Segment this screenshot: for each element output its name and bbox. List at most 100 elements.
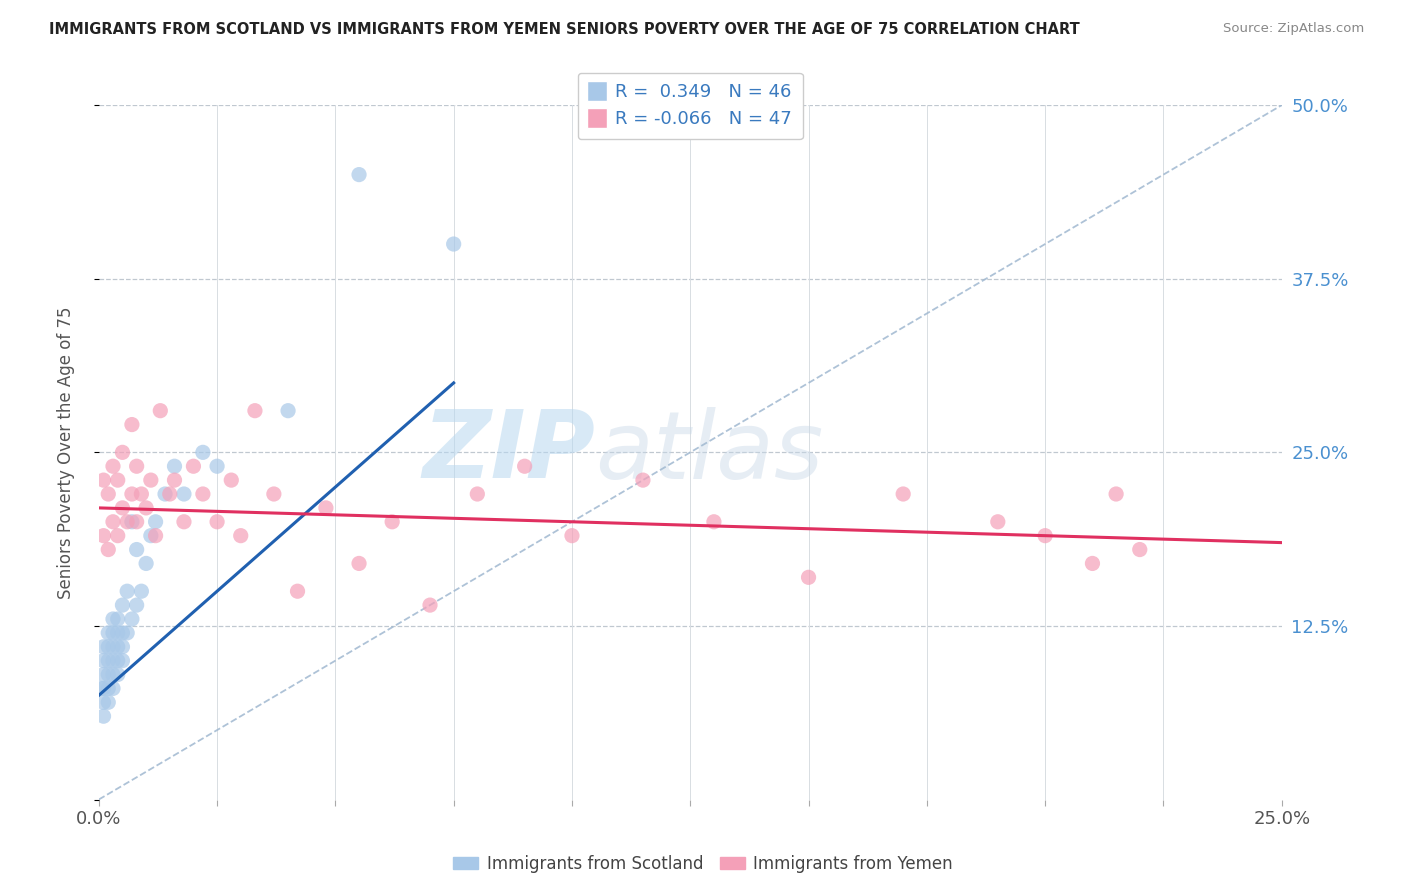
Point [163, 473, 186, 487]
Point [93, 709, 115, 723]
Point [163, 459, 186, 474]
Y-axis label: Seniors Poverty Over the Age of 75: Seniors Poverty Over the Age of 75 [58, 306, 75, 599]
Point [173, 487, 195, 501]
Point [205, 515, 228, 529]
Point [191, 487, 214, 501]
Point [139, 529, 162, 543]
Point [191, 445, 214, 459]
Point [115, 584, 138, 599]
Point [135, 557, 157, 571]
Point [987, 515, 1010, 529]
Point [631, 473, 654, 487]
Point [139, 473, 162, 487]
Point [1105, 487, 1128, 501]
Point [443, 237, 465, 252]
Point [107, 626, 129, 640]
Point [115, 515, 138, 529]
Point [183, 459, 205, 474]
Point [97, 542, 120, 557]
Point [243, 403, 266, 417]
Point [205, 459, 228, 474]
Point [97, 626, 120, 640]
Point [135, 500, 157, 515]
Point [97, 654, 120, 668]
Point [93, 640, 115, 654]
Point [1129, 542, 1152, 557]
Point [111, 640, 134, 654]
Point [101, 667, 124, 681]
Point [703, 515, 725, 529]
Point [131, 487, 153, 501]
Point [111, 626, 134, 640]
Point [263, 487, 285, 501]
Point [1081, 557, 1104, 571]
Point [125, 598, 148, 612]
Point [101, 640, 124, 654]
Point [125, 542, 148, 557]
Point [229, 529, 252, 543]
Point [93, 695, 115, 709]
Point [797, 570, 820, 584]
Point [419, 598, 441, 612]
Point [101, 459, 124, 474]
Point [107, 612, 129, 626]
Legend: Immigrants from Scotland, Immigrants from Yemen: Immigrants from Scotland, Immigrants fro… [447, 848, 959, 880]
Point [97, 667, 120, 681]
Point [347, 557, 370, 571]
Text: Source: ZipAtlas.com: Source: ZipAtlas.com [1223, 22, 1364, 36]
Point [131, 584, 153, 599]
Point [97, 640, 120, 654]
Point [153, 487, 176, 501]
Point [97, 681, 120, 696]
Point [90, 681, 112, 696]
Point [121, 612, 143, 626]
Point [513, 459, 536, 474]
Point [121, 515, 143, 529]
Point [381, 515, 404, 529]
Point [93, 529, 115, 543]
Point [219, 473, 242, 487]
Point [125, 459, 148, 474]
Point [315, 500, 337, 515]
Point [347, 168, 370, 182]
Point [125, 515, 148, 529]
Point [97, 695, 120, 709]
Point [1033, 529, 1056, 543]
Point [93, 654, 115, 668]
Point [277, 403, 299, 417]
Point [145, 515, 167, 529]
Point [115, 626, 138, 640]
Point [97, 487, 120, 501]
Point [101, 626, 124, 640]
Point [107, 529, 129, 543]
Text: ZIP: ZIP [423, 407, 596, 499]
Point [111, 445, 134, 459]
Legend: R =  0.349   N = 46, R = -0.066   N = 47: R = 0.349 N = 46, R = -0.066 N = 47 [578, 72, 803, 139]
Point [107, 654, 129, 668]
Point [101, 612, 124, 626]
Point [107, 640, 129, 654]
Point [107, 473, 129, 487]
Point [111, 500, 134, 515]
Point [465, 487, 488, 501]
Point [121, 417, 143, 432]
Point [101, 654, 124, 668]
Point [107, 667, 129, 681]
Point [287, 584, 309, 599]
Text: atlas: atlas [596, 407, 824, 498]
Point [111, 598, 134, 612]
Point [93, 681, 115, 696]
Point [561, 529, 583, 543]
Point [149, 403, 172, 417]
Point [93, 473, 115, 487]
Point [121, 487, 143, 501]
Point [173, 515, 195, 529]
Point [159, 487, 181, 501]
Point [101, 515, 124, 529]
Point [93, 667, 115, 681]
Text: IMMIGRANTS FROM SCOTLAND VS IMMIGRANTS FROM YEMEN SENIORS POVERTY OVER THE AGE O: IMMIGRANTS FROM SCOTLAND VS IMMIGRANTS F… [49, 22, 1080, 37]
Point [101, 681, 124, 696]
Point [145, 529, 167, 543]
Point [891, 487, 914, 501]
Point [111, 654, 134, 668]
